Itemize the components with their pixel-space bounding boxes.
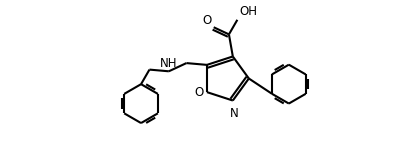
Text: O: O: [203, 14, 212, 27]
Text: N: N: [229, 107, 238, 120]
Text: O: O: [195, 86, 204, 99]
Text: NH: NH: [160, 57, 178, 70]
Text: OH: OH: [239, 5, 257, 18]
